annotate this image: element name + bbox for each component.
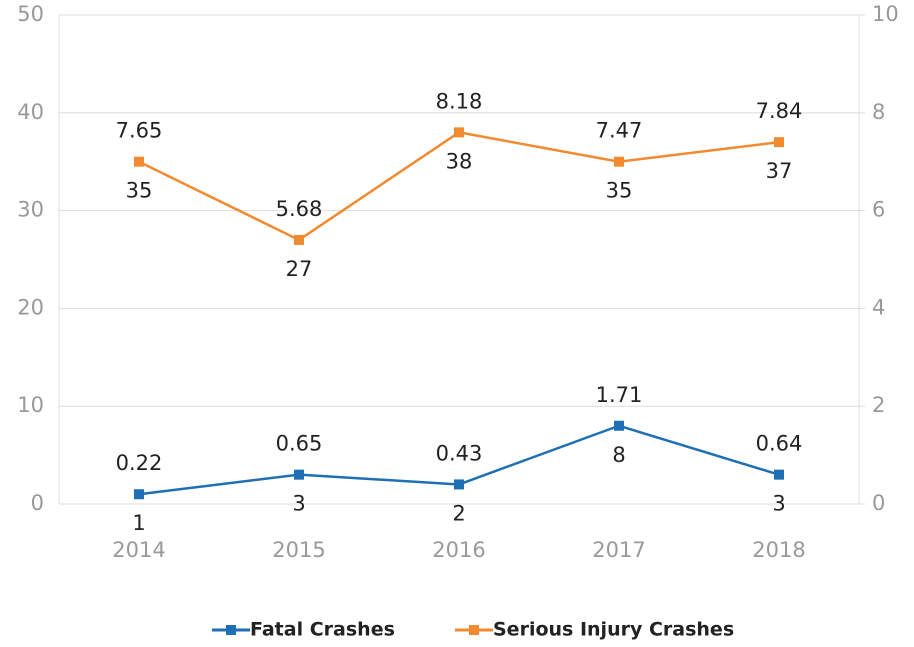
rate-label: 5.68 <box>276 197 323 221</box>
data-label: 38 <box>446 149 473 173</box>
y-tick-label: 10 <box>17 393 44 417</box>
marker <box>614 420 624 431</box>
x-tick-label: 2017 <box>592 538 645 562</box>
x-tick-label: 2014 <box>112 538 165 562</box>
marker <box>454 127 464 138</box>
rate-label: 7.84 <box>756 99 803 123</box>
rate-label: 7.47 <box>596 119 643 143</box>
data-label: 27 <box>286 257 313 281</box>
y-tick-label: 30 <box>17 198 44 222</box>
marker <box>614 156 624 167</box>
rate-label: 0.64 <box>756 432 803 456</box>
y2-tick-label: 2 <box>872 393 885 417</box>
data-label: 3 <box>292 492 305 516</box>
legend-marker <box>469 625 479 635</box>
y2-tick-label: 0 <box>872 491 885 515</box>
marker <box>134 156 144 167</box>
x-tick-label: 2016 <box>432 538 485 562</box>
rate-label: 0.22 <box>116 451 163 475</box>
rate-label: 7.65 <box>116 119 163 143</box>
data-label: 35 <box>606 179 633 203</box>
marker <box>134 489 144 500</box>
rate-label: 8.18 <box>436 89 483 113</box>
y-tick-label: 40 <box>17 100 44 124</box>
x-tick-label: 2015 <box>272 538 325 562</box>
y-tick-label: 20 <box>17 295 44 319</box>
marker <box>774 137 784 148</box>
marker <box>294 234 304 245</box>
marker <box>774 469 784 480</box>
legend-label: Fatal Crashes <box>250 619 395 641</box>
data-label: 35 <box>126 179 153 203</box>
marker <box>454 479 464 490</box>
rate-label: 1.71 <box>596 383 643 407</box>
y2-tick-label: 10 <box>872 2 899 26</box>
rate-label: 0.65 <box>276 432 323 456</box>
legend-label: Serious Injury Crashes <box>493 619 734 641</box>
data-label: 3 <box>772 492 785 516</box>
data-label: 8 <box>612 443 625 467</box>
rate-label: 0.43 <box>436 441 483 465</box>
y2-tick-label: 8 <box>872 100 885 124</box>
data-label: 2 <box>452 501 465 525</box>
marker <box>294 469 304 480</box>
data-label: 37 <box>766 159 793 183</box>
x-tick-label: 2018 <box>752 538 805 562</box>
y2-tick-label: 6 <box>872 198 885 222</box>
legend-marker <box>226 625 236 635</box>
y-tick-label: 50 <box>17 2 44 26</box>
y-tick-label: 0 <box>31 491 44 515</box>
data-label: 1 <box>132 511 145 535</box>
y2-tick-label: 4 <box>872 295 885 319</box>
